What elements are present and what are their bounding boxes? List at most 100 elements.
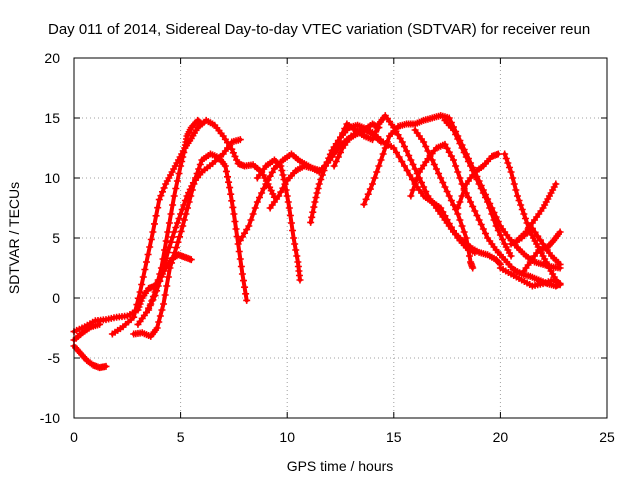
data-point-marker xyxy=(550,276,558,284)
data-point-marker xyxy=(441,183,449,191)
data-point-marker xyxy=(534,232,542,240)
data-point-marker xyxy=(292,246,300,254)
data-point-marker xyxy=(368,136,376,144)
data-point-marker xyxy=(179,222,187,230)
data-point-marker xyxy=(403,167,411,174)
data-point-marker xyxy=(177,227,185,235)
data-point-marker xyxy=(224,173,232,181)
data-point-marker xyxy=(136,288,144,296)
data-point-marker xyxy=(234,240,242,248)
data-point-marker xyxy=(157,264,165,272)
data-point-marker xyxy=(278,167,286,174)
series-track-16 xyxy=(411,126,477,272)
data-point-marker xyxy=(262,180,270,188)
data-point-marker xyxy=(168,259,176,267)
data-point-marker xyxy=(449,126,457,134)
data-point-marker xyxy=(373,124,381,132)
data-point-marker xyxy=(239,277,247,285)
data-point-marker xyxy=(484,198,492,206)
data-point-marker xyxy=(96,320,104,328)
data-point-marker xyxy=(230,210,238,218)
data-point-marker xyxy=(181,197,189,204)
data-point-marker xyxy=(167,238,175,246)
data-point-marker xyxy=(165,219,173,227)
data-point-marker xyxy=(334,138,342,146)
data-point-marker xyxy=(198,120,206,128)
data-point-marker xyxy=(164,273,172,281)
data-point-marker xyxy=(268,168,276,176)
data-point-marker xyxy=(172,244,180,252)
series-track-1 xyxy=(70,342,110,372)
data-point-marker xyxy=(154,204,162,212)
data-point-marker xyxy=(237,263,245,270)
data-point-marker xyxy=(228,145,236,153)
data-point-marker xyxy=(236,236,244,244)
data-point-marker xyxy=(492,222,500,230)
data-point-marker xyxy=(141,266,149,273)
data-point-marker xyxy=(488,210,496,218)
data-point-marker xyxy=(496,231,504,239)
data-point-marker xyxy=(317,176,325,183)
data-point-marker xyxy=(454,168,462,176)
series-track-18 xyxy=(454,150,502,212)
data-point-marker xyxy=(170,192,178,200)
data-point-marker xyxy=(390,144,398,152)
data-point-marker xyxy=(458,144,466,152)
data-point-marker xyxy=(452,131,460,138)
data-point-marker xyxy=(449,156,457,164)
data-point-marker xyxy=(330,162,338,170)
series-track-22 xyxy=(507,224,564,268)
data-point-marker xyxy=(435,170,443,177)
data-point-marker xyxy=(310,203,318,211)
data-point-marker xyxy=(172,185,180,192)
data-point-marker xyxy=(454,210,462,218)
data-point-marker xyxy=(177,210,185,218)
data-point-marker xyxy=(227,190,235,198)
data-point-marker xyxy=(296,276,304,284)
data-point-marker xyxy=(552,180,560,188)
data-point-marker xyxy=(499,236,507,243)
data-point-marker xyxy=(407,156,415,164)
data-point-marker xyxy=(260,185,268,192)
y-tick-label: 20 xyxy=(44,50,60,66)
data-point-marker xyxy=(242,290,250,298)
data-point-marker xyxy=(443,216,451,224)
data-point-marker xyxy=(445,148,453,156)
data-point-marker xyxy=(521,215,529,222)
data-point-marker xyxy=(490,216,498,224)
data-point-marker xyxy=(289,227,297,234)
data-point-marker xyxy=(241,283,249,291)
data-point-marker xyxy=(275,192,283,200)
data-point-marker xyxy=(153,282,161,290)
data-point-marker xyxy=(456,140,464,147)
data-point-marker xyxy=(456,174,464,182)
data-point-marker xyxy=(407,192,415,200)
data-point-marker xyxy=(290,234,298,242)
data-point-marker xyxy=(231,218,239,225)
data-point-marker xyxy=(161,291,169,299)
data-point-marker xyxy=(452,230,460,238)
data-point-marker xyxy=(157,192,165,200)
data-point-marker xyxy=(164,228,172,236)
data-point-marker xyxy=(447,152,455,160)
data-point-marker xyxy=(420,183,428,191)
data-point-marker xyxy=(445,192,453,200)
data-point-marker xyxy=(477,185,485,192)
data-point-marker xyxy=(398,158,406,165)
data-point-marker xyxy=(133,301,141,309)
x-tick-label: 5 xyxy=(177,429,185,445)
data-point-marker xyxy=(477,221,485,228)
data-point-marker xyxy=(328,152,336,159)
data-point-marker xyxy=(238,233,246,241)
data-point-marker xyxy=(494,150,502,158)
data-point-marker xyxy=(473,212,481,219)
data-point-marker xyxy=(469,264,477,272)
data-point-marker xyxy=(178,206,186,213)
plot-frame xyxy=(73,57,608,419)
data-point-marker xyxy=(556,228,564,236)
data-point-marker xyxy=(371,174,379,182)
data-point-marker xyxy=(458,192,466,200)
data-point-marker xyxy=(152,212,160,220)
data-point-marker xyxy=(400,162,408,170)
data-point-marker xyxy=(174,238,182,246)
